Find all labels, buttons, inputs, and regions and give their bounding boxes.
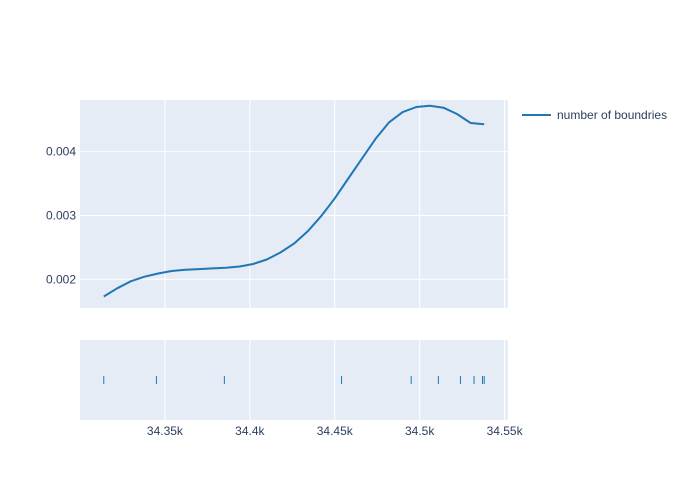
y-tick-label: 0.002 <box>46 272 76 286</box>
x-tick-label: 34.45k <box>317 424 354 438</box>
y-tick-label: 0.003 <box>46 208 76 222</box>
x-tick-label: 34.5k <box>405 424 435 438</box>
y-tick-label: 0.004 <box>46 145 76 159</box>
legend[interactable]: number of boundries <box>522 108 667 122</box>
main-plot-area <box>80 100 508 308</box>
legend-label: number of boundries <box>557 108 667 122</box>
rug-plot-panel: 34.35k 34.4k 34.45k 34.5k 34.55k <box>80 340 524 438</box>
x-tick-label: 34.35k <box>147 424 184 438</box>
rug-plot-area <box>80 340 508 420</box>
x-tick-label: 34.55k <box>487 424 524 438</box>
x-tick-label: 34.4k <box>235 424 265 438</box>
main-plot-panel: 0.002 0.003 0.004 <box>46 100 508 308</box>
series-line-number-of-boundries <box>103 104 485 298</box>
